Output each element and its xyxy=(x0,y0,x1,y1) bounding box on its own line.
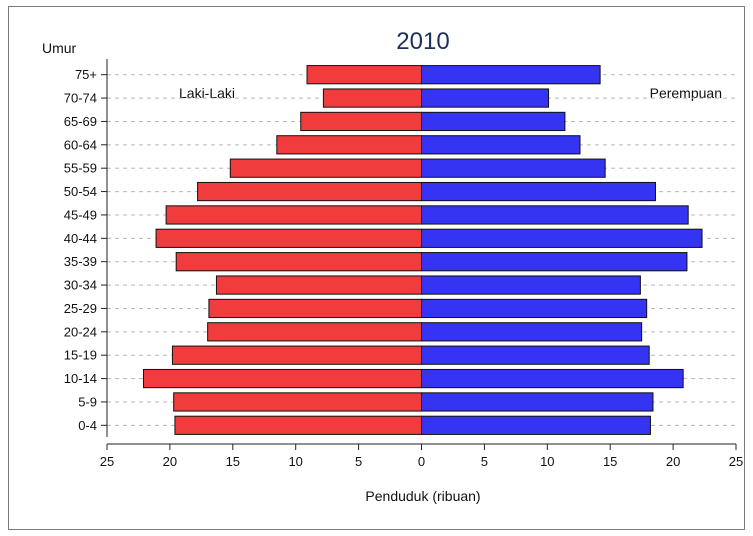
y-tick-label: 35-39 xyxy=(64,254,97,269)
bar-male-65-69 xyxy=(300,111,422,132)
bar-male-0-4 xyxy=(174,415,422,435)
bar-female-20-24 xyxy=(421,322,643,342)
x-tick-label: 20 xyxy=(163,454,177,469)
bar-female-55-59 xyxy=(421,158,606,178)
y-tick-label: 40-44 xyxy=(64,231,97,246)
x-axis-label: Penduduk (ribuan) xyxy=(365,488,480,504)
bar-female-5-9 xyxy=(421,392,654,412)
bar-male-70-74 xyxy=(322,88,423,108)
bar-female-70-74 xyxy=(421,88,550,108)
y-tick-labels: 0-4 5-9 10-14 15-19 20-24 25-29 30-34 35-39 40-4… xyxy=(64,67,107,433)
bar-male-5-9 xyxy=(173,392,422,412)
x-tick-label: 5 xyxy=(481,454,488,469)
bar-female-75+ xyxy=(421,65,601,85)
bar-female-65-69 xyxy=(421,111,566,132)
legend-label-male: Laki-Laki xyxy=(179,85,235,101)
x-axis: 25 20 15 10 5 0 5 10 15 20 25 xyxy=(100,59,743,469)
legend-label-female: Perempuan xyxy=(650,85,722,101)
bar-male-35-39 xyxy=(175,252,422,272)
y-tick-label: 60-64 xyxy=(64,137,97,152)
y-tick-label: 70-74 xyxy=(64,91,97,106)
population-pyramid-chart: 2010 Umur Penduduk (ribuan) Laki-Laki Pe… xyxy=(42,28,743,504)
x-tick-label: 25 xyxy=(100,454,114,469)
bar-female-10-14 xyxy=(421,368,684,389)
bar-female-35-39 xyxy=(421,252,688,272)
y-tick-label: 20-24 xyxy=(64,324,97,339)
chart-frame: 2010 Umur Penduduk (ribuan) Laki-Laki Pe… xyxy=(8,6,745,530)
bar-female-0-4 xyxy=(421,415,651,435)
bar-male-30-34 xyxy=(215,275,422,295)
bar-male-15-19 xyxy=(171,345,422,365)
x-tick-label: 20 xyxy=(666,454,680,469)
bar-male-45-49 xyxy=(165,205,422,225)
x-tick-label: 0 xyxy=(418,454,425,469)
x-tick-label: 10 xyxy=(288,454,302,469)
y-tick-label: 10-14 xyxy=(64,371,97,386)
y-axis-label: Umur xyxy=(42,40,77,56)
bar-female-50-54 xyxy=(421,181,656,202)
bar-female-45-49 xyxy=(421,205,689,225)
y-tick-label: 30-34 xyxy=(64,278,97,293)
bar-male-20-24 xyxy=(207,322,422,342)
x-tick-label: 5 xyxy=(355,454,362,469)
y-tick-label: 15-19 xyxy=(64,348,97,363)
bar-male-40-44 xyxy=(155,228,422,248)
y-tick-label: 5-9 xyxy=(78,394,97,409)
bar-female-60-64 xyxy=(421,135,581,155)
chart-title: 2010 xyxy=(396,28,449,55)
x-tick-label: 25 xyxy=(729,454,743,469)
bar-male-55-59 xyxy=(229,158,422,178)
bar-male-10-14 xyxy=(142,368,422,389)
y-tick-label: 55-59 xyxy=(64,161,97,176)
bars xyxy=(142,65,703,435)
y-tick-label: 25-29 xyxy=(64,301,97,316)
bar-female-40-44 xyxy=(421,228,703,248)
bar-female-30-34 xyxy=(421,275,641,295)
x-tick-label: 15 xyxy=(226,454,240,469)
bar-female-25-29 xyxy=(421,298,648,319)
bar-male-25-29 xyxy=(208,298,422,319)
y-tick-label: 50-54 xyxy=(64,184,97,199)
bar-male-50-54 xyxy=(197,181,422,202)
y-tick-label: 0-4 xyxy=(78,418,97,433)
y-tick-label: 75+ xyxy=(75,67,97,82)
bar-male-60-64 xyxy=(276,135,422,155)
x-tick-label: 15 xyxy=(603,454,617,469)
x-tick-label: 10 xyxy=(540,454,554,469)
bar-male-75+ xyxy=(306,65,422,85)
y-tick-label: 65-69 xyxy=(64,114,97,129)
y-tick-label: 45-49 xyxy=(64,207,97,222)
bar-female-15-19 xyxy=(421,345,650,365)
